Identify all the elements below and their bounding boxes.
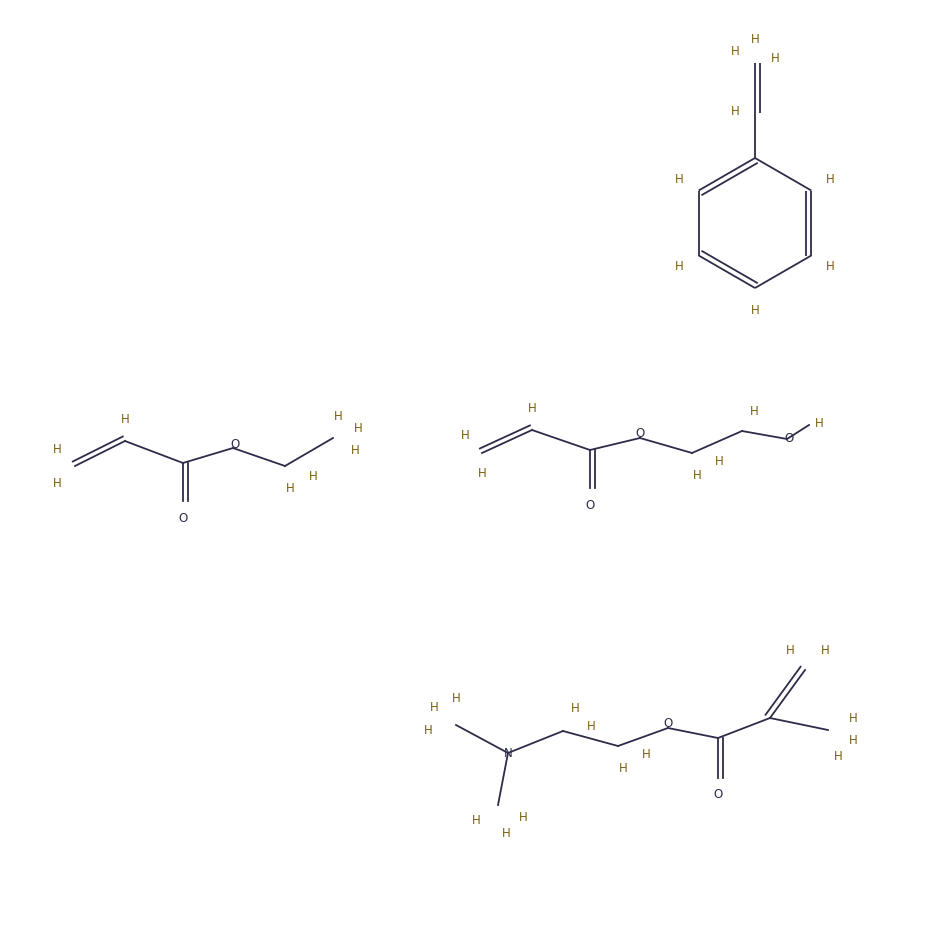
Text: H: H xyxy=(586,719,595,733)
Text: H: H xyxy=(730,104,740,117)
Text: H: H xyxy=(730,44,740,57)
Text: H: H xyxy=(785,643,794,657)
Text: H: H xyxy=(693,468,702,481)
Text: H: H xyxy=(675,173,684,186)
Text: O: O xyxy=(713,789,723,801)
Text: O: O xyxy=(635,427,645,440)
Text: H: H xyxy=(826,260,835,273)
Text: O: O xyxy=(664,717,673,730)
Text: H: H xyxy=(519,810,527,824)
Text: H: H xyxy=(570,703,580,716)
Text: H: H xyxy=(675,260,684,273)
Text: H: H xyxy=(815,416,823,430)
Text: H: H xyxy=(471,813,481,826)
Text: H: H xyxy=(834,749,843,763)
Text: H: H xyxy=(461,429,469,442)
Text: H: H xyxy=(848,734,858,747)
Text: H: H xyxy=(770,52,780,65)
Text: H: H xyxy=(350,444,359,457)
Text: O: O xyxy=(178,511,188,524)
Text: H: H xyxy=(478,466,486,479)
Text: H: H xyxy=(619,762,627,775)
Text: O: O xyxy=(784,431,794,445)
Text: H: H xyxy=(750,33,760,46)
Text: H: H xyxy=(286,481,294,494)
Text: H: H xyxy=(451,691,461,704)
Text: H: H xyxy=(424,723,432,736)
Text: O: O xyxy=(585,498,595,511)
Text: H: H xyxy=(121,413,129,426)
Text: H: H xyxy=(527,401,536,415)
Text: H: H xyxy=(750,304,760,316)
Text: H: H xyxy=(429,701,438,714)
Text: H: H xyxy=(848,712,858,724)
Text: H: H xyxy=(715,455,724,467)
Text: H: H xyxy=(353,421,363,434)
Text: H: H xyxy=(826,173,835,186)
Text: H: H xyxy=(821,643,829,657)
Text: H: H xyxy=(308,470,317,482)
Text: H: H xyxy=(52,477,61,490)
Text: O: O xyxy=(230,437,240,450)
Text: H: H xyxy=(502,826,510,840)
Text: H: H xyxy=(52,443,61,456)
Text: H: H xyxy=(642,748,650,761)
Text: N: N xyxy=(504,747,512,760)
Text: H: H xyxy=(749,404,759,417)
Text: H: H xyxy=(333,410,343,422)
